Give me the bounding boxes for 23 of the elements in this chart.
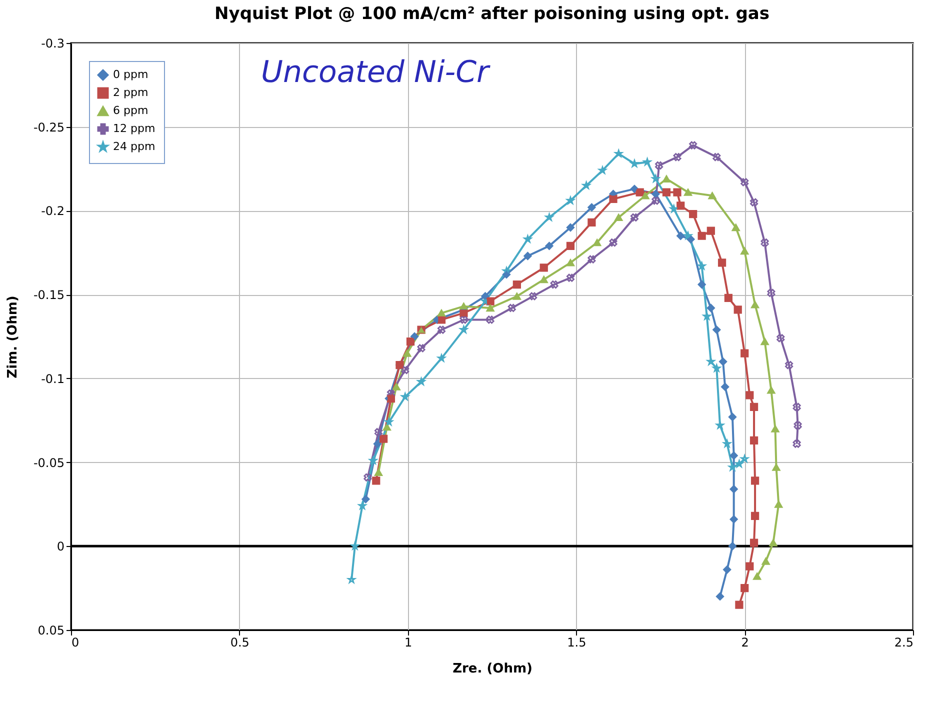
y-tick-label: -0.05 — [33, 456, 64, 470]
legend-label: 24 ppm — [113, 140, 156, 153]
x-tick-label: 1 — [404, 636, 412, 650]
x-tick-label: 2 — [741, 636, 749, 650]
chart-title: Nyquist Plot @ 100 mA/cm² after poisoning using opt. gas — [214, 4, 770, 24]
y-tick-label: -0.15 — [33, 288, 64, 302]
y-tick-label: -0.2 — [41, 204, 64, 218]
x-axis-title: Zre. (Ohm) — [452, 662, 532, 676]
x-tick-label: 0.5 — [230, 636, 250, 650]
y-tick-label: 0.05 — [38, 624, 64, 638]
x-tick-label: 0 — [72, 636, 80, 650]
legend-label: 12 ppm — [113, 122, 156, 135]
y-tick-label: 0 — [56, 540, 64, 554]
y-tick-label: -0.3 — [41, 36, 64, 50]
y-tick-label: -0.25 — [33, 120, 64, 134]
y-axis-title: Zim. (Ohm) — [5, 296, 20, 378]
y-tick-label: -0.1 — [41, 372, 64, 386]
annotation: Uncoated Ni-Cr — [261, 55, 491, 90]
legend-label: 6 ppm — [113, 104, 148, 117]
x-tick-label: 2.5 — [894, 636, 914, 650]
legend-label: 0 ppm — [113, 68, 148, 81]
x-tick-label: 1.5 — [567, 636, 586, 650]
legend-label: 2 ppm — [113, 86, 148, 99]
